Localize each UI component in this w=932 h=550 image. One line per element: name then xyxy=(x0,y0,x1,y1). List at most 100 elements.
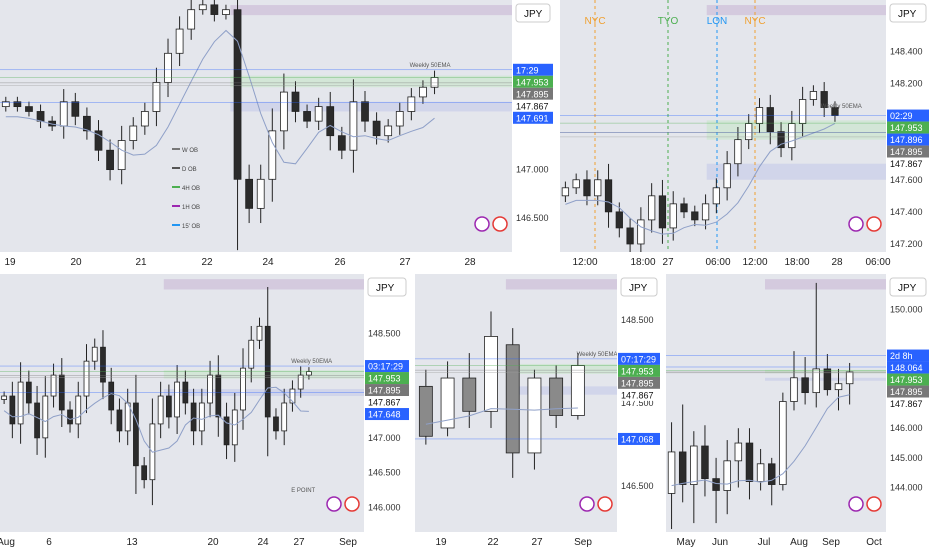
candle[interactable] xyxy=(233,9,242,180)
candle[interactable] xyxy=(306,371,312,376)
candle[interactable] xyxy=(756,463,765,482)
candle[interactable] xyxy=(440,377,455,429)
candle[interactable] xyxy=(667,451,676,494)
candle[interactable] xyxy=(723,163,731,189)
candle[interactable] xyxy=(767,463,776,485)
candle[interactable] xyxy=(745,123,753,141)
candle[interactable] xyxy=(779,401,787,485)
candle[interactable] xyxy=(13,101,22,108)
candle[interactable] xyxy=(669,203,677,229)
candle[interactable] xyxy=(152,81,161,112)
candle[interactable] xyxy=(648,195,656,221)
us-flag-icon[interactable] xyxy=(344,496,360,512)
candle[interactable] xyxy=(280,91,288,132)
candle[interactable] xyxy=(834,383,843,391)
candle[interactable] xyxy=(94,130,103,151)
candle[interactable] xyxy=(801,377,809,394)
candle[interactable] xyxy=(766,107,774,133)
candle[interactable] xyxy=(594,179,602,197)
candle[interactable] xyxy=(164,52,172,83)
candle[interactable] xyxy=(637,219,645,245)
candle[interactable] xyxy=(712,187,720,205)
candle[interactable] xyxy=(140,111,149,127)
chart-svg-1h[interactable]: Weekly 50EMA W OB D OB 4H OB 1H OB 15' OB JPY 1… xyxy=(0,0,556,270)
candle[interactable] xyxy=(701,203,710,221)
candle[interactable] xyxy=(1,395,7,400)
candle[interactable] xyxy=(418,385,433,437)
candle[interactable] xyxy=(67,409,73,425)
candle[interactable] xyxy=(777,131,785,149)
candle[interactable] xyxy=(222,9,230,15)
candle[interactable] xyxy=(256,325,263,341)
candle[interactable] xyxy=(812,368,820,394)
lightning-icon[interactable] xyxy=(474,216,490,232)
candle[interactable] xyxy=(50,374,57,397)
candle[interactable] xyxy=(326,106,335,137)
candle[interactable] xyxy=(680,203,688,213)
us-flag-icon[interactable] xyxy=(597,496,613,512)
time-axis[interactable] xyxy=(0,252,556,270)
candle[interactable] xyxy=(281,402,288,432)
candle[interactable] xyxy=(527,377,542,454)
candle[interactable] xyxy=(349,101,358,151)
price-axis[interactable] xyxy=(617,274,663,550)
candle[interactable] xyxy=(83,360,90,397)
chart-svg-d[interactable]: Weekly 50EMA JPY 148.500 147.500 146.500 07:1… xyxy=(415,274,663,550)
candle[interactable] xyxy=(190,402,197,432)
us-flag-icon[interactable] xyxy=(492,216,508,232)
candle[interactable] xyxy=(690,445,698,485)
candle[interactable] xyxy=(231,409,238,446)
candle[interactable] xyxy=(1,101,10,108)
candle[interactable] xyxy=(256,178,265,209)
candle[interactable] xyxy=(462,377,477,412)
candle[interactable] xyxy=(615,211,623,229)
plot-area[interactable] xyxy=(0,0,512,252)
candle[interactable] xyxy=(75,395,82,425)
candle[interactable] xyxy=(25,106,33,112)
candle[interactable] xyxy=(116,409,123,432)
candle[interactable] xyxy=(9,395,16,425)
candle[interactable] xyxy=(207,374,213,404)
candle[interactable] xyxy=(734,139,742,165)
chart-svg-4h[interactable]: Weekly 50EMA E POINT JPY 148.500 147.000 146.… xyxy=(0,274,412,550)
candle[interactable] xyxy=(268,130,277,180)
candle[interactable] xyxy=(273,416,279,432)
candle[interactable] xyxy=(100,346,106,383)
candle[interactable] xyxy=(245,178,254,209)
plot-area[interactable] xyxy=(666,274,886,532)
lightning-icon[interactable] xyxy=(848,216,864,232)
candle[interactable] xyxy=(845,371,854,385)
candle[interactable] xyxy=(723,460,731,491)
candle[interactable] xyxy=(71,101,80,117)
candle[interactable] xyxy=(117,140,126,171)
chart-svg-15m[interactable]: NYC TYO LON NYC Weekly 50EMA JPY 148.400 148.20… xyxy=(560,0,932,270)
candle[interactable] xyxy=(788,123,796,149)
candle[interactable] xyxy=(187,9,196,30)
candle[interactable] xyxy=(166,395,172,418)
candle[interactable] xyxy=(17,381,24,425)
candle[interactable] xyxy=(129,125,138,141)
candle[interactable] xyxy=(384,125,393,137)
candle[interactable] xyxy=(198,402,205,432)
candle[interactable] xyxy=(314,106,323,122)
candle[interactable] xyxy=(430,77,439,88)
candle[interactable] xyxy=(372,120,381,137)
chart-svg-w[interactable]: JPY 150.000 146.000 145.000 144.000 2d 8h 148.… xyxy=(666,274,932,550)
candle[interactable] xyxy=(210,4,219,15)
price-axis[interactable] xyxy=(886,274,932,550)
candle[interactable] xyxy=(790,377,798,402)
candle[interactable] xyxy=(678,451,687,485)
candle[interactable] xyxy=(133,402,139,467)
candle[interactable] xyxy=(549,377,564,416)
candle[interactable] xyxy=(59,101,68,127)
time-axis[interactable] xyxy=(0,532,412,550)
candle[interactable] xyxy=(42,395,49,439)
candle[interactable] xyxy=(157,395,164,425)
candle[interactable] xyxy=(505,344,520,454)
candle[interactable] xyxy=(106,149,114,171)
us-flag-icon[interactable] xyxy=(866,216,882,232)
candle[interactable] xyxy=(91,346,98,362)
candle[interactable] xyxy=(297,374,304,390)
candle[interactable] xyxy=(484,336,498,412)
candle[interactable] xyxy=(407,96,416,112)
